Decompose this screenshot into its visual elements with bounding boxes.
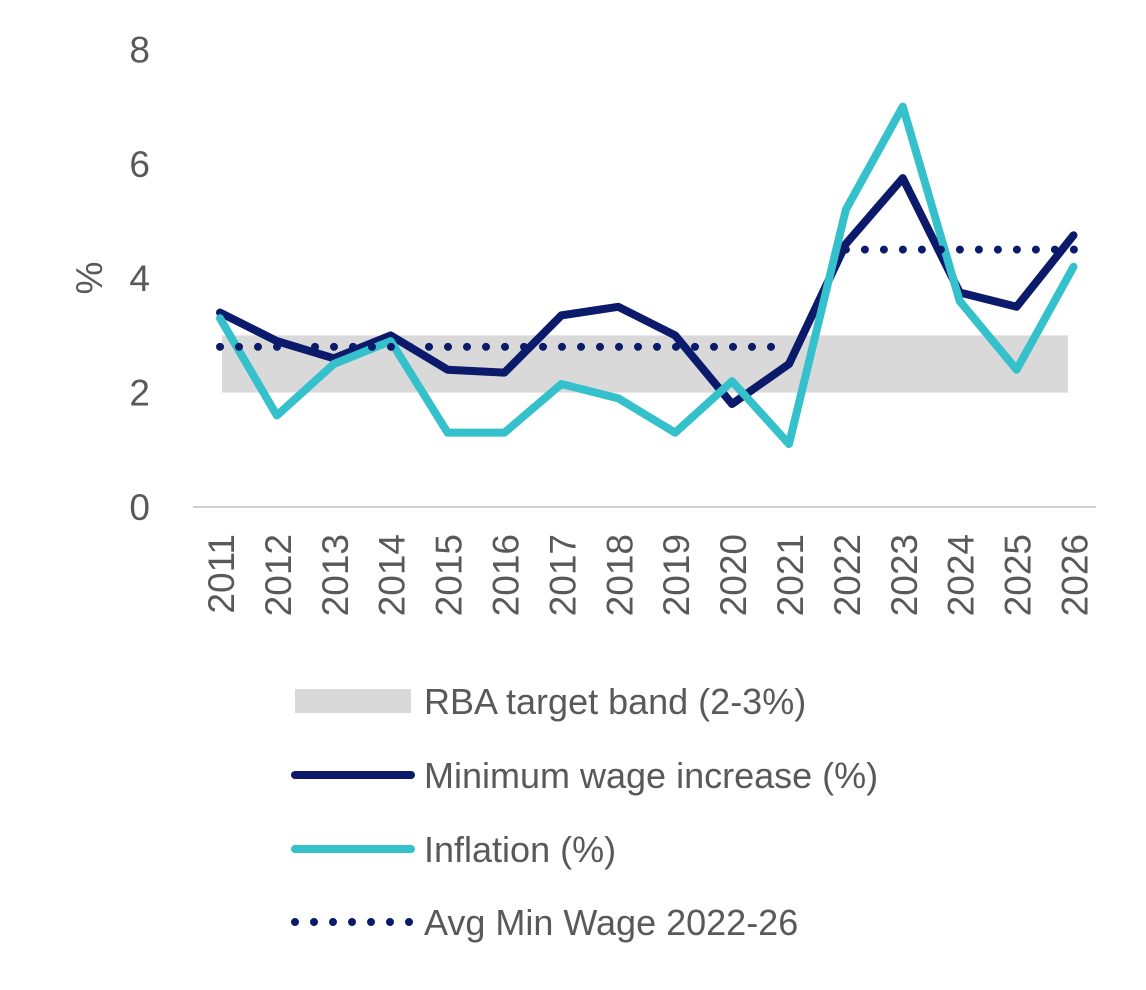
target-band xyxy=(222,335,1068,393)
x-tick-label: 2022 xyxy=(827,534,868,616)
y-tick-label: 8 xyxy=(129,29,150,70)
legend-label: Minimum wage increase (%) xyxy=(424,755,878,796)
x-tick-label: 2024 xyxy=(941,534,982,616)
y-tick-label: 0 xyxy=(129,487,150,528)
x-tick-label: 2021 xyxy=(770,534,811,616)
x-tick-label: 2014 xyxy=(372,534,413,616)
x-tick-label: 2018 xyxy=(599,534,640,616)
y-tick-label: 2 xyxy=(129,373,150,414)
inflation-line xyxy=(216,102,1078,449)
x-tick-label: 2023 xyxy=(884,534,925,616)
x-tick-label: 2015 xyxy=(429,534,470,616)
x-tick-label: 2016 xyxy=(486,534,527,616)
y-tick-label: 6 xyxy=(129,144,150,185)
x-tick-label: 2017 xyxy=(542,534,583,616)
x-tick-label: 2013 xyxy=(315,534,356,616)
x-tick-label: 2026 xyxy=(1055,534,1096,616)
y-tick-label: 4 xyxy=(129,258,150,299)
min-wage-line xyxy=(216,174,1078,409)
x-tick-label: 2020 xyxy=(713,534,754,616)
x-tick-label: 2025 xyxy=(998,534,1039,616)
x-tick-label: 2011 xyxy=(201,534,242,614)
legend-label: RBA target band (2-3%) xyxy=(424,681,806,722)
x-tick-label: 2012 xyxy=(258,534,299,616)
y-axis-label: % xyxy=(69,262,110,295)
legend-swatch-band xyxy=(295,689,411,713)
x-tick-label: 2019 xyxy=(656,534,697,616)
legend-label: Avg Min Wage 2022-26 xyxy=(424,902,798,943)
legend-label: Inflation (%) xyxy=(424,829,616,870)
